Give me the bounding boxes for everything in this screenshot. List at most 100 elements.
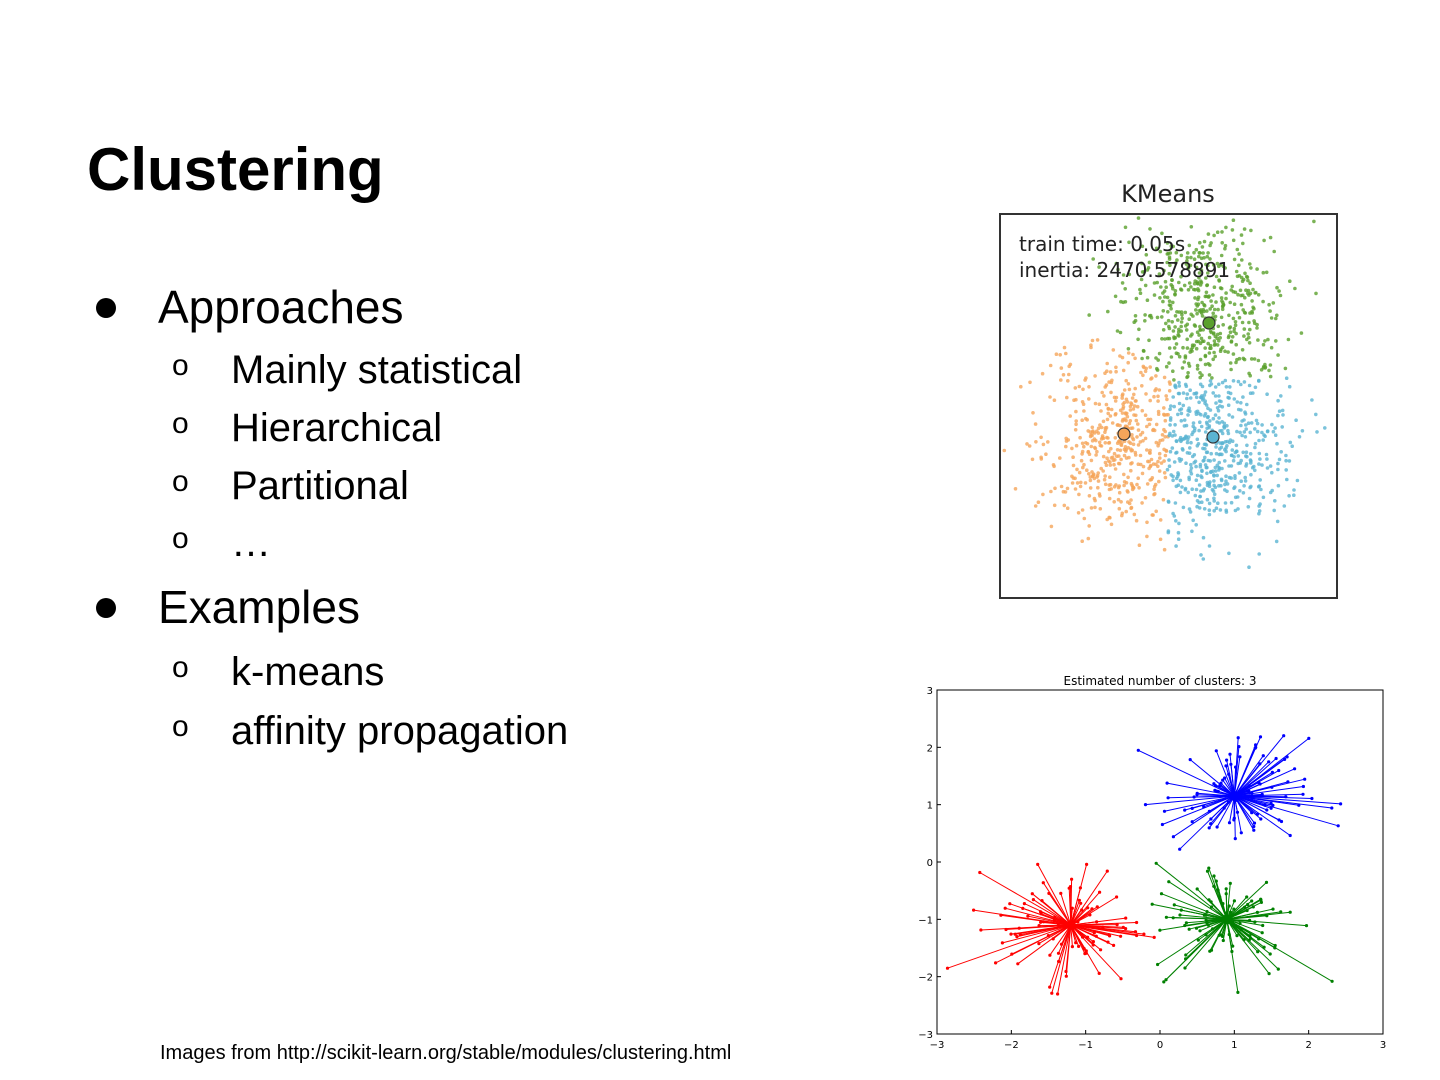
- kmeans-point-blue: [1201, 557, 1206, 561]
- kmeans-point-green: [1211, 293, 1215, 297]
- kmeans-point-blue: [1169, 404, 1173, 408]
- affinity-link-red: [1017, 924, 1072, 965]
- affinity-link-red: [1005, 924, 1071, 930]
- kmeans-point-orange: [1130, 426, 1135, 430]
- kmeans-point-orange: [1136, 428, 1141, 432]
- affinity-point-green: [1209, 900, 1213, 904]
- kmeans-centroid-green: [1202, 316, 1216, 330]
- sub-bullet-label: …: [231, 521, 271, 565]
- kmeans-point-orange: [1092, 476, 1097, 481]
- kmeans-point-blue: [1217, 421, 1222, 425]
- kmeans-point-orange: [1031, 411, 1035, 415]
- affinity-point-green: [1231, 944, 1235, 948]
- kmeans-point-green: [1226, 350, 1230, 354]
- kmeans-point-green: [1213, 354, 1217, 359]
- kmeans-point-blue: [1176, 483, 1181, 488]
- kmeans-point-green: [1229, 288, 1233, 292]
- affinity-point-green: [1183, 966, 1187, 970]
- kmeans-point-blue: [1174, 385, 1178, 390]
- kmeans-point-blue: [1175, 450, 1179, 455]
- affinity-point-blue: [1215, 789, 1219, 793]
- kmeans-point-blue: [1203, 412, 1208, 416]
- kmeans-point-orange: [1136, 462, 1141, 467]
- affinity-link-blue: [1234, 795, 1291, 836]
- affinity-point-green: [1195, 887, 1199, 891]
- kmeans-point-blue: [1211, 416, 1216, 421]
- kmeans-point-blue: [1176, 472, 1181, 477]
- kmeans-point-orange: [1099, 409, 1103, 413]
- kmeans-point-orange: [1162, 547, 1167, 552]
- affinity-point-red: [1000, 941, 1005, 945]
- kmeans-point-green: [1161, 309, 1166, 313]
- x-tick-label: 2: [1305, 1040, 1311, 1051]
- kmeans-point-blue: [1208, 419, 1212, 423]
- kmeans-point-blue: [1171, 474, 1175, 479]
- kmeans-point-blue: [1248, 452, 1253, 456]
- kmeans-point-blue: [1247, 565, 1251, 569]
- kmeans-point-green: [1159, 285, 1163, 289]
- kmeans-point-green: [1173, 289, 1178, 293]
- kmeans-point-green: [1136, 216, 1141, 220]
- kmeans-point-blue: [1213, 385, 1218, 389]
- kmeans-point-blue: [1246, 505, 1251, 509]
- kmeans-point-blue: [1209, 469, 1213, 474]
- kmeans-point-green: [1189, 334, 1193, 338]
- kmeans-point-blue: [1212, 509, 1216, 513]
- kmeans-point-orange: [1147, 450, 1152, 455]
- kmeans-point-orange: [1107, 449, 1111, 454]
- kmeans-point-blue: [1194, 464, 1198, 469]
- kmeans-point-orange: [1158, 456, 1162, 460]
- kmeans-point-blue: [1184, 434, 1188, 439]
- kmeans-point-blue: [1197, 483, 1202, 487]
- kmeans-point-green: [1232, 302, 1237, 307]
- kmeans-point-green: [1132, 320, 1136, 325]
- kmeans-point-green: [1174, 250, 1179, 255]
- kmeans-point-blue: [1214, 506, 1219, 511]
- kmeans-point-green: [1208, 307, 1212, 311]
- kmeans-point-blue: [1208, 459, 1212, 463]
- kmeans-point-blue: [1224, 510, 1229, 514]
- kmeans-point-green: [1248, 327, 1252, 332]
- kmeans-point-green: [1167, 361, 1171, 365]
- affinity-point-green: [1279, 910, 1283, 914]
- x-tick-label: −2: [1004, 1040, 1019, 1051]
- kmeans-point-green: [1181, 345, 1185, 350]
- affinity-point-blue: [1225, 758, 1229, 762]
- kmeans-point-green: [1197, 333, 1201, 337]
- kmeans-point-orange: [1138, 440, 1143, 444]
- kmeans-point-orange: [1078, 484, 1083, 489]
- kmeans-point-orange: [1115, 454, 1119, 459]
- affinity-point-red: [1077, 944, 1081, 949]
- kmeans-point-green: [1179, 253, 1184, 258]
- kmeans-point-orange: [1140, 408, 1145, 413]
- kmeans-point-green: [1212, 339, 1217, 343]
- sub-bullet: o Mainly statistical: [172, 345, 522, 395]
- affinity-point-green: [1179, 908, 1183, 912]
- kmeans-point-blue: [1214, 451, 1219, 456]
- kmeans-point-orange: [1073, 386, 1078, 390]
- affinity-point-red: [1041, 881, 1045, 885]
- affinity-point-green: [1150, 902, 1154, 906]
- kmeans-point-green: [1186, 374, 1190, 379]
- kmeans-point-green: [1145, 268, 1150, 272]
- kmeans-point-blue: [1182, 424, 1187, 428]
- kmeans-point-green: [1187, 317, 1191, 322]
- affinity-point-red: [1039, 920, 1043, 924]
- kmeans-point-blue: [1190, 529, 1194, 534]
- affinity-link-blue: [1194, 795, 1235, 798]
- bullet-label: Approaches: [158, 281, 404, 333]
- kmeans-point-blue: [1230, 453, 1234, 458]
- kmeans-point-green: [1227, 326, 1232, 330]
- kmeans-point-blue: [1219, 478, 1224, 483]
- kmeans-point-orange: [1087, 397, 1091, 401]
- sub-bullet-icon: o: [172, 407, 189, 440]
- x-tick-label: 1: [1231, 1040, 1237, 1051]
- kmeans-point-green: [1176, 352, 1180, 356]
- affinity-point-blue: [1171, 835, 1175, 839]
- kmeans-point-orange: [1141, 464, 1146, 469]
- kmeans-point-blue: [1170, 446, 1175, 450]
- kmeans-point-blue: [1276, 413, 1280, 418]
- kmeans-point-blue: [1227, 396, 1231, 400]
- kmeans-point-green: [1261, 270, 1266, 275]
- kmeans-point-green: [1264, 270, 1269, 275]
